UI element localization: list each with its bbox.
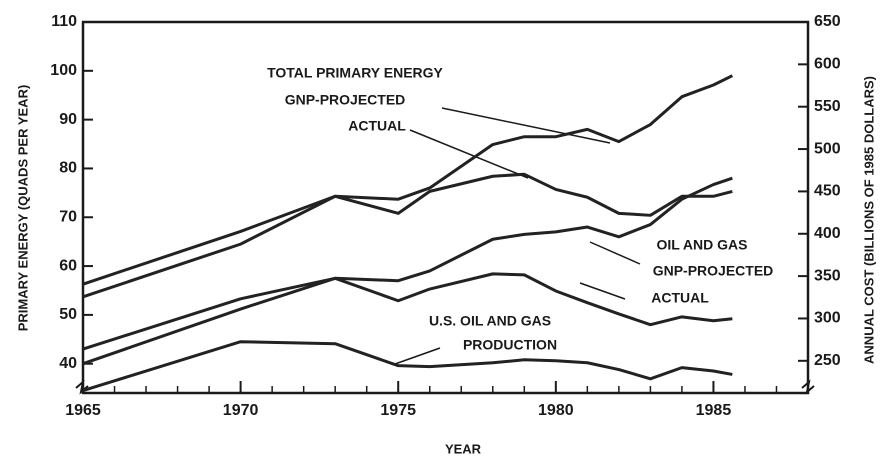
y-tick-label: 80 [59,160,77,177]
y2-tick-label: 350 [814,267,841,284]
annotation: ACTUAL [651,290,709,306]
plot-frame [81,20,810,395]
y2-tick-label: 400 [814,225,841,242]
y2-tick-label: 500 [814,140,841,157]
y2-tick-label: 250 [814,352,841,369]
y-tick-label: 110 [51,13,77,30]
x-tick-label: 1970 [223,402,259,419]
y-tick-label: 40 [59,355,77,372]
x-tick-label: 1965 [65,402,101,419]
series-line [82,272,733,366]
y-tick-label: 70 [59,208,77,225]
leader-line [409,129,529,179]
leader-line [394,347,441,365]
y-tick-label: 50 [59,306,77,323]
series-line [82,74,734,286]
series-line [82,172,733,299]
y2-axis-label: ANNUAL COST (BILLIONS OF 1985 DOLLARS) [861,76,876,364]
leader-lines [394,107,641,365]
series-line [82,340,733,392]
leader-line [579,282,626,300]
series-line [82,176,733,351]
annotation: PRODUCTION [463,337,557,353]
annotation: GNP-PROJECTED [653,263,774,279]
y2-tick-label: 300 [814,310,841,327]
leader-line [441,107,611,144]
x-tick-label: 1980 [538,402,574,419]
annotation: ACTUAL [348,118,406,134]
y2-tick-label: 600 [814,56,841,73]
y-tick-label: 90 [59,111,77,128]
y2-tick-label: 450 [814,183,841,200]
y2-tick-label: 550 [814,98,841,115]
x-axis-label: YEAR [445,441,482,456]
y-tick-label: 100 [50,62,77,79]
y-tick-label: 60 [59,257,77,274]
x-tick-label: 1975 [380,402,416,419]
y2-tick-label: 650 [814,13,841,30]
y-axis-label: PRIMARY ENERGY (QUADS PER YEAR) [15,85,30,332]
annotation: TOTAL PRIMARY ENERGY [267,65,443,81]
leader-line [589,241,641,265]
annotation: U.S. OIL AND GAS [429,313,551,329]
annotation: GNP-PROJECTED [285,92,406,108]
annotation: OIL AND GAS [656,237,747,253]
x-tick-label: 1985 [696,402,732,419]
